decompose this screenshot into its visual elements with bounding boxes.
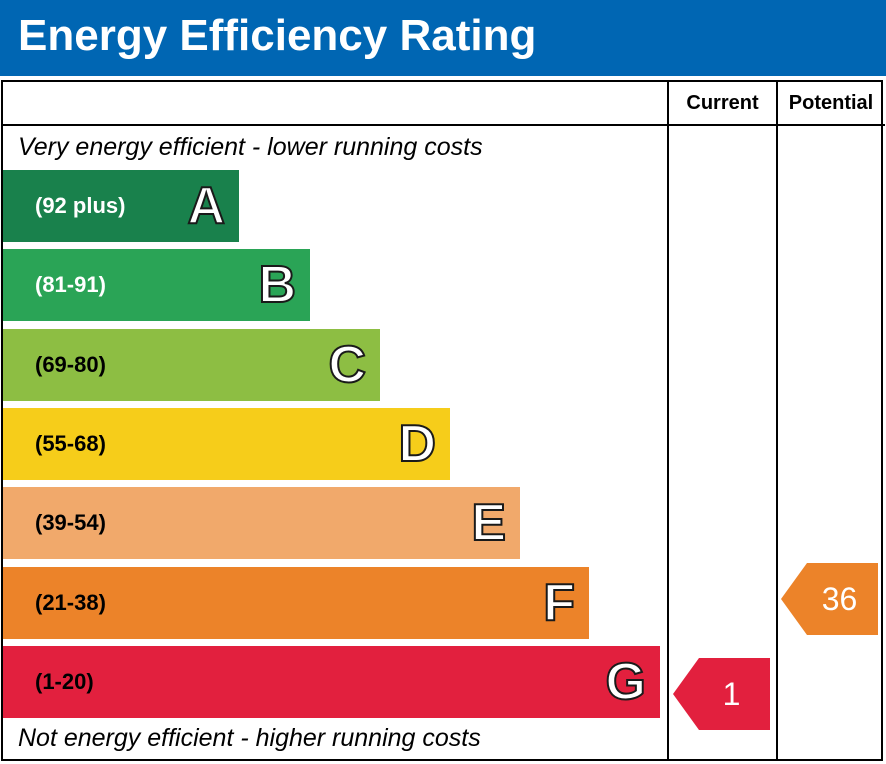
band-a: (92 plus) A: [3, 170, 239, 242]
band-f: (21-38) F: [3, 567, 589, 639]
column-divider-potential: [776, 80, 778, 761]
rating-frame: [1, 80, 883, 761]
band-range-label: (39-54): [35, 510, 106, 535]
current-rating-value: 1: [722, 676, 741, 712]
header-row-divider: [1, 124, 885, 126]
band-range-label: (92 plus): [35, 193, 126, 218]
band-letter: A: [186, 176, 226, 236]
band-range-label: (1-20): [35, 669, 94, 694]
page-title: Energy Efficiency Rating: [18, 11, 537, 60]
arrow-shape: [781, 563, 878, 635]
column-divider-current: [667, 80, 669, 761]
band-letter: F: [542, 573, 576, 633]
potential-rating-arrow: 36: [781, 563, 878, 635]
band-c: (69-80) C: [3, 329, 380, 401]
note-bottom: Not energy efficient - higher running co…: [18, 724, 481, 752]
band-range-label: (81-91): [35, 272, 106, 297]
header-bar: Energy Efficiency Rating: [0, 0, 886, 76]
column-header-current: Current: [686, 92, 759, 114]
band-g: (1-20) G: [3, 646, 660, 718]
current-rating-arrow: 1: [673, 658, 770, 730]
note-top: Very energy efficient - lower running co…: [18, 133, 483, 161]
band-letter: D: [397, 414, 437, 474]
band-letter: C: [327, 335, 367, 395]
band-range-label: (69-80): [35, 352, 106, 377]
potential-rating-value: 36: [821, 581, 858, 617]
arrow-shape: [673, 658, 770, 730]
band-range-label: (55-68): [35, 431, 106, 456]
band-letter: E: [470, 493, 507, 553]
band-letter: G: [605, 652, 647, 712]
band-d: (55-68) D: [3, 408, 450, 480]
band-b: (81-91) B: [3, 249, 310, 321]
band-letter: B: [257, 255, 297, 315]
band-range-label: (21-38): [35, 590, 106, 615]
column-header-potential: Potential: [788, 92, 874, 114]
band-e: (39-54) E: [3, 487, 520, 559]
